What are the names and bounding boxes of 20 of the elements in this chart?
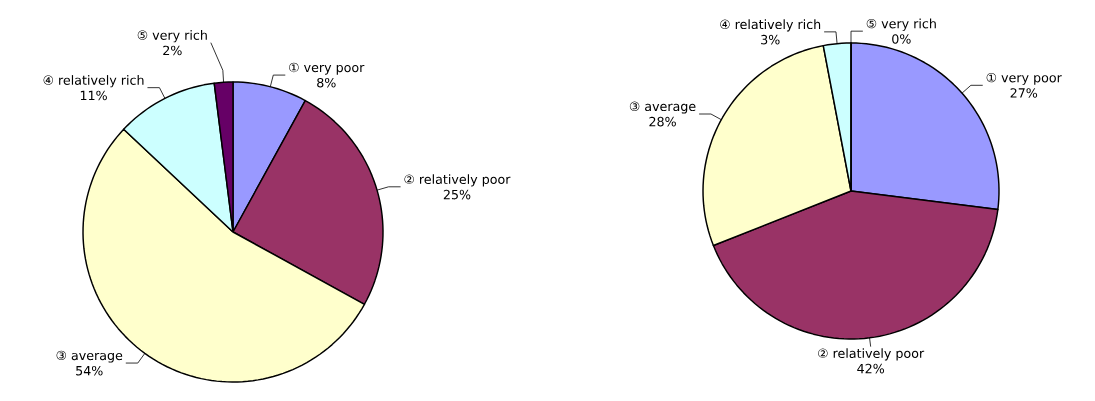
data-label: 3% xyxy=(761,34,780,45)
slice-label: ② relatively poor xyxy=(818,348,925,361)
data-label: 28% xyxy=(649,116,676,127)
slice-label: ① very poor xyxy=(289,62,365,75)
slice-label: ⑤ very rich xyxy=(137,30,207,43)
text: 0% xyxy=(892,34,911,44)
slice-label: ③ average xyxy=(56,350,123,363)
data-label: 42% xyxy=(857,363,885,374)
data-label: 8% xyxy=(317,77,336,88)
slice-label: ② relatively poor xyxy=(404,174,511,187)
data-label: 11% xyxy=(80,90,107,101)
slice-label: ④ relatively rich xyxy=(43,75,144,88)
slice-label: ③ average xyxy=(629,101,696,114)
data-label: 27% xyxy=(1010,88,1038,98)
slice-label: ① very poor xyxy=(986,72,1062,85)
slice-label: ④ relatively rich xyxy=(720,19,821,32)
data-label: 25% xyxy=(443,189,471,200)
data-label: 54% xyxy=(76,365,103,376)
category-label: ⑤ very rich xyxy=(866,18,936,31)
data-label: 2% xyxy=(163,45,182,56)
